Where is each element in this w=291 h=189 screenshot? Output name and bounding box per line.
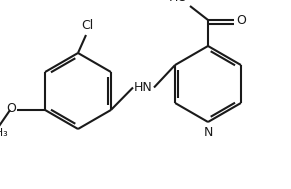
Text: Cl: Cl — [81, 19, 93, 32]
Text: O: O — [236, 13, 246, 26]
Text: O: O — [6, 102, 16, 115]
Text: N: N — [203, 126, 213, 139]
Text: HN: HN — [134, 81, 152, 94]
Text: CH₃: CH₃ — [0, 128, 8, 138]
Text: HO: HO — [169, 0, 188, 4]
